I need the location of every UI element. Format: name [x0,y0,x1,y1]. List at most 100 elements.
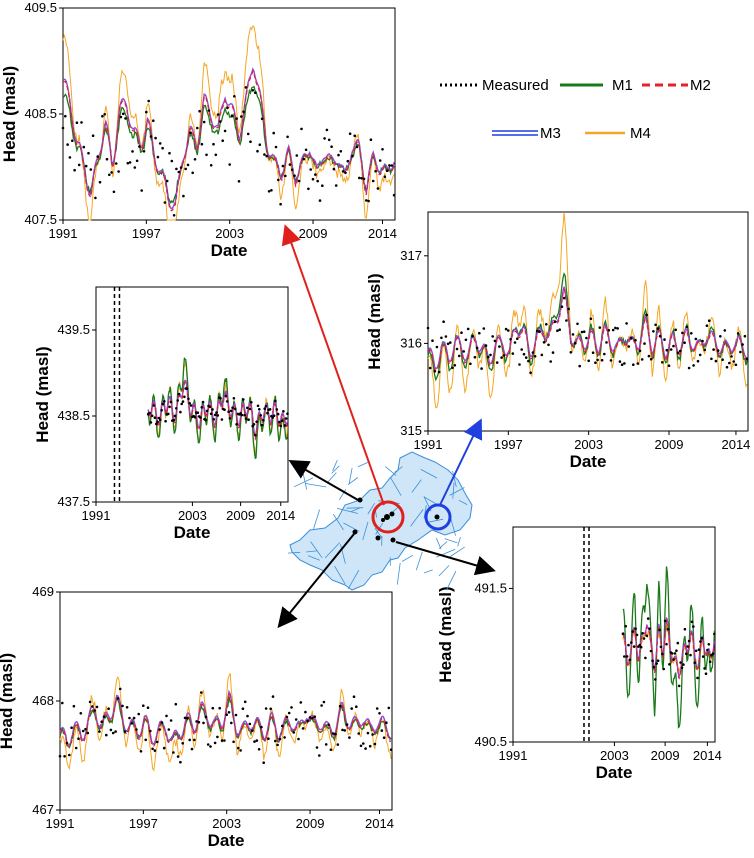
river-segment [337,507,359,514]
legend-label-m2: M2 [690,77,711,94]
measured-point [636,362,640,365]
well-cluster-blue-highlight [424,503,452,531]
measured-point [147,99,150,103]
measured-point [565,319,568,322]
measured-point [641,632,644,635]
river-segment [411,479,422,493]
measured-point [734,363,738,367]
arrow-black-to-bottom-left [277,533,355,629]
measured-point [337,153,340,157]
measured-point [262,419,265,422]
measured-point [507,329,510,332]
measured-point [341,170,345,173]
measured-point [170,159,174,163]
measured-point [672,658,675,661]
measured-point [274,739,277,743]
y-tick-label: 468 [32,693,54,708]
measured-point [172,418,175,422]
measured-point [666,628,670,631]
x-tick-label: 1991 [414,437,443,452]
measured-point [157,416,161,420]
measured-point [140,189,143,192]
measured-point [698,353,702,357]
measured-point [146,706,150,709]
measured-point [208,405,212,409]
measured-point [114,162,118,165]
river-segment [436,548,456,558]
river-segment [326,472,337,484]
well-point [389,511,395,517]
measured-point [466,327,470,331]
measured-point [206,743,210,746]
measured-point [199,691,203,694]
measured-point [719,335,722,338]
measured-point [224,394,228,398]
measured-point [161,146,164,150]
river-segment [423,569,433,574]
measured-point [693,661,696,665]
river-segment [449,516,456,536]
measured-point [292,731,296,734]
measured-point [451,366,454,370]
measured-point [270,189,273,192]
arrow-red-to-top-left [281,224,385,506]
measured-point [240,413,244,417]
measured-point [204,418,208,422]
measured-point [675,649,678,652]
measured-point [475,346,479,350]
x-tick-label: 2014 [266,508,295,523]
river-segment [444,538,458,544]
measured-point [283,424,287,427]
river-segment [396,562,401,585]
measured-point [446,342,450,346]
measured-point [618,360,622,363]
measured-point [502,354,506,357]
measured-point [137,712,140,716]
measured-point [257,748,261,751]
measured-point [260,725,263,729]
measured-point [551,351,555,354]
measured-point [232,397,236,400]
measured-point [211,706,215,710]
measured-point [669,348,673,351]
measured-point [240,115,243,118]
measured-point [703,667,706,670]
legend: Measured M1 M2 M3 M4 [440,77,711,142]
measured-point [246,132,250,136]
measured-point [202,721,205,725]
measured-point [234,713,238,717]
measured-point [711,652,715,655]
river-segment [389,476,402,496]
measured-point [316,179,320,183]
measured-point [360,177,364,180]
measured-point [163,201,167,204]
x-axis-title: Date [208,831,245,850]
measured-point [651,659,654,663]
x-tick-label: 1997 [132,226,161,241]
measured-point [625,655,629,658]
measured-point [314,173,317,176]
measured-point [558,328,561,332]
river-segment [331,465,340,474]
y-axis-title: Head (masl) [0,66,19,162]
measured-point [324,743,328,746]
measured-point [121,704,124,708]
measured-point [128,716,131,720]
measured-point [699,640,702,643]
measured-point [339,150,343,153]
measured-point [191,171,194,175]
measured-point [176,399,179,402]
measured-point [283,736,286,739]
measured-point [689,653,692,657]
measured-point [371,733,374,736]
x-tick-label: 2014 [365,816,394,831]
measured-point [246,406,249,410]
measured-point [323,137,326,140]
measured-point [489,353,492,357]
measured-point [716,349,720,352]
river-segment [449,546,465,558]
measured-point [142,150,146,153]
measured-point [703,348,706,352]
measured-point [293,174,296,177]
measured-point [231,406,234,410]
